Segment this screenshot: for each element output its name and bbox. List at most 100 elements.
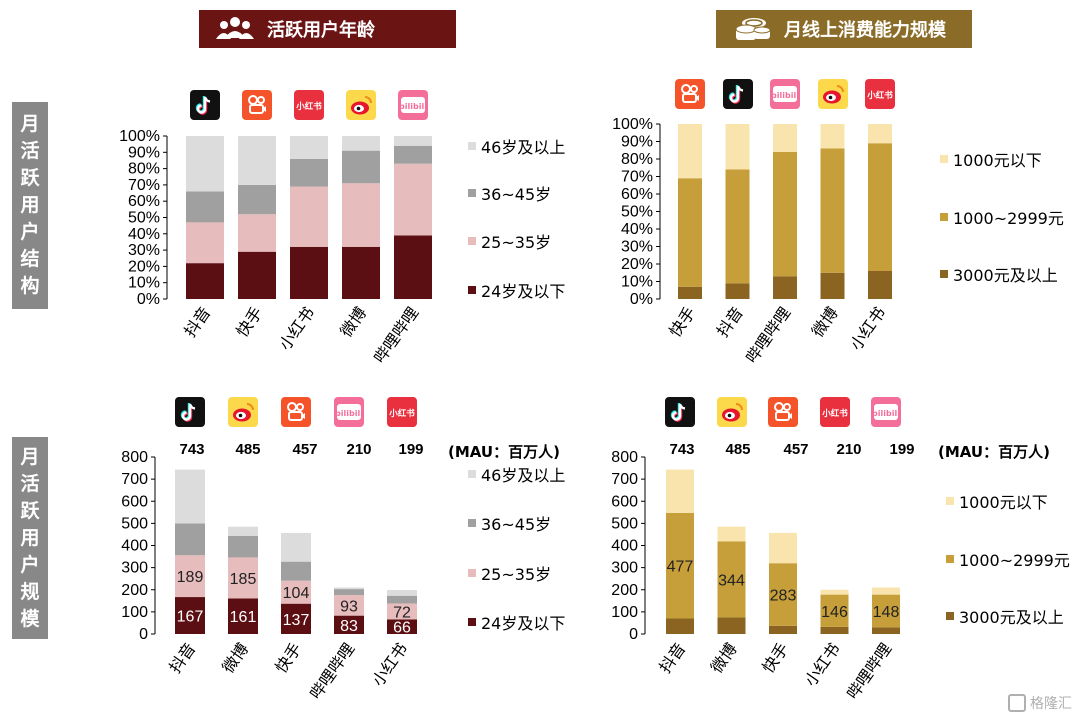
age-scale-legend-label: 25~35岁 xyxy=(481,565,551,584)
income-structure-y-tick-label: 0% xyxy=(630,291,653,308)
age-scale-bar xyxy=(334,595,364,616)
age-scale-data-label: 185 xyxy=(230,571,257,588)
income-scale-legend-swatch xyxy=(946,612,954,620)
age-scale-bar xyxy=(387,603,417,620)
kuaishou-icon xyxy=(281,397,311,427)
income-scale-x-tick-label: 抖音 xyxy=(655,639,689,676)
income-scale-y-tick-label: 100 xyxy=(611,604,638,621)
weibo-icon xyxy=(228,397,258,427)
income-structure-y-tick-label: 10% xyxy=(621,274,653,291)
age-structure-bar xyxy=(394,136,432,146)
income-structure-y-tick-label: 20% xyxy=(621,256,653,273)
income-scale-y-tick-label: 700 xyxy=(611,471,638,488)
age-scale-data-label: 66 xyxy=(393,620,411,637)
age-structure-x-tick-label: 小红书 xyxy=(275,303,318,353)
xiaohongshu-icon: 小红书 xyxy=(819,397,850,427)
income-scale-bar xyxy=(820,594,849,627)
income-scale-y-tick-label: 400 xyxy=(611,538,638,555)
age-scale-legend-swatch xyxy=(468,519,476,527)
age-structure-bar xyxy=(290,186,328,247)
age-structure-x-tick-label: 抖音 xyxy=(180,303,214,340)
income-scale-y-tick-label: 300 xyxy=(611,560,638,577)
age-structure-bar xyxy=(238,136,276,185)
mau-value: 199 xyxy=(398,441,424,458)
income-structure-y-tick-label: 70% xyxy=(621,169,653,186)
age-scale-legend-swatch xyxy=(468,618,476,626)
age-scale-data-label: 83 xyxy=(340,618,358,635)
watermark-text: 格隆汇 xyxy=(1030,696,1072,712)
age-scale-y-tick-label: 300 xyxy=(121,560,148,577)
watermark: 格隆汇 xyxy=(1008,693,1072,713)
sidebar-char: 跃 xyxy=(20,499,40,522)
sidebar-char: 模 xyxy=(20,607,40,630)
income-structure-legend-swatch xyxy=(940,155,948,163)
age-structure-bar xyxy=(186,263,224,299)
age-structure-legend-label: 36~45岁 xyxy=(481,185,551,204)
age-scale-bar xyxy=(387,589,417,596)
bilibili-icon: bilibili xyxy=(398,90,428,120)
age-structure-legend-swatch xyxy=(468,142,476,150)
age-structure-y-tick-label: 50% xyxy=(128,210,160,227)
mau-value: 210 xyxy=(836,441,862,458)
douyin-icon xyxy=(722,79,753,109)
sidebar-char: 结 xyxy=(20,248,40,270)
age-scale-bar xyxy=(228,598,258,634)
age-scale-y-tick-label: 500 xyxy=(121,515,148,532)
income-structure-bar xyxy=(678,286,702,299)
income-structure-y-tick-label: 90% xyxy=(621,134,653,151)
age-scale-bar xyxy=(228,526,258,536)
age-structure-legend-swatch xyxy=(468,189,476,197)
income-structure-bar xyxy=(678,178,702,287)
income-scale-y-tick-label: 500 xyxy=(611,515,638,532)
income-scale-x-tick-label: 小红书 xyxy=(801,639,844,689)
age-structure-bar xyxy=(394,235,432,299)
age-scale-legend-swatch xyxy=(468,470,476,478)
age-structure-y-tick-label: 20% xyxy=(128,258,160,275)
age-structure-legend-swatch xyxy=(468,286,476,294)
mau-value: 210 xyxy=(346,441,372,458)
age-structure-x-tick-label: 快手 xyxy=(232,303,266,340)
income-scale-y-tick-label: 0 xyxy=(629,626,638,643)
xiaohongshu-icon: 小红书 xyxy=(865,79,895,109)
income-scale-x-tick-label: 快手 xyxy=(758,639,792,676)
bilibili-icon: bilibili xyxy=(770,79,800,109)
svg-text:bilibili: bilibili xyxy=(872,409,900,418)
income-scale-bar xyxy=(769,625,797,634)
age-title: 活跃用户年龄 xyxy=(267,20,375,41)
age-structure-y-tick-label: 30% xyxy=(128,242,160,259)
age-structure-y-tick-label: 100% xyxy=(119,128,160,145)
income-structure-legend-label: 1000~2999元 xyxy=(953,209,1064,228)
age-structure-bar xyxy=(342,136,380,151)
income-scale-data-label: 283 xyxy=(770,588,797,605)
kuaishou-icon xyxy=(768,397,798,427)
svg-text:bilibili: bilibili xyxy=(771,91,799,100)
svg-text:小红书: 小红书 xyxy=(866,90,893,101)
income-scale-data-label: 146 xyxy=(821,604,848,621)
sidebar-char: 月 xyxy=(20,113,40,135)
income-structure-bar xyxy=(773,276,797,299)
income-scale-y-tick-label: 200 xyxy=(611,582,638,599)
bilibili-icon: bilibili xyxy=(871,397,901,427)
age-scale-legend-label: 24岁及以下 xyxy=(481,614,565,633)
age-structure-y-tick-label: 60% xyxy=(128,193,160,210)
income-structure-y-tick-label: 100% xyxy=(612,116,653,133)
sidebar-scale: 月 活 跃 用 户 规 模 xyxy=(12,437,48,639)
sidebar-char: 户 xyxy=(20,553,40,576)
age-scale-data-label: 104 xyxy=(283,585,310,602)
age-scale-bar xyxy=(387,619,417,634)
age-scale-bar xyxy=(334,615,364,634)
svg-text:小红书: 小红书 xyxy=(295,101,322,112)
income-structure-bar xyxy=(820,148,845,273)
age-scale-x-tick-label: 微博 xyxy=(218,639,252,676)
age-scale-bar xyxy=(228,557,258,599)
xiaohongshu-icon: 小红书 xyxy=(294,90,324,120)
income-scale-legend-label: 1000元以下 xyxy=(959,493,1048,512)
age-structure-bar xyxy=(342,183,380,247)
age-structure-y-tick-label: 90% xyxy=(128,144,160,161)
age-scale-bar xyxy=(281,580,311,604)
age-scale-bar xyxy=(334,589,364,596)
income-scale-bar xyxy=(717,541,746,618)
age-scale-legend-label: 46岁及以上 xyxy=(481,466,565,485)
mau-unit-label: (MAU：百万人) xyxy=(938,443,1050,461)
age-title-banner: 活跃用户年龄 xyxy=(199,10,456,48)
